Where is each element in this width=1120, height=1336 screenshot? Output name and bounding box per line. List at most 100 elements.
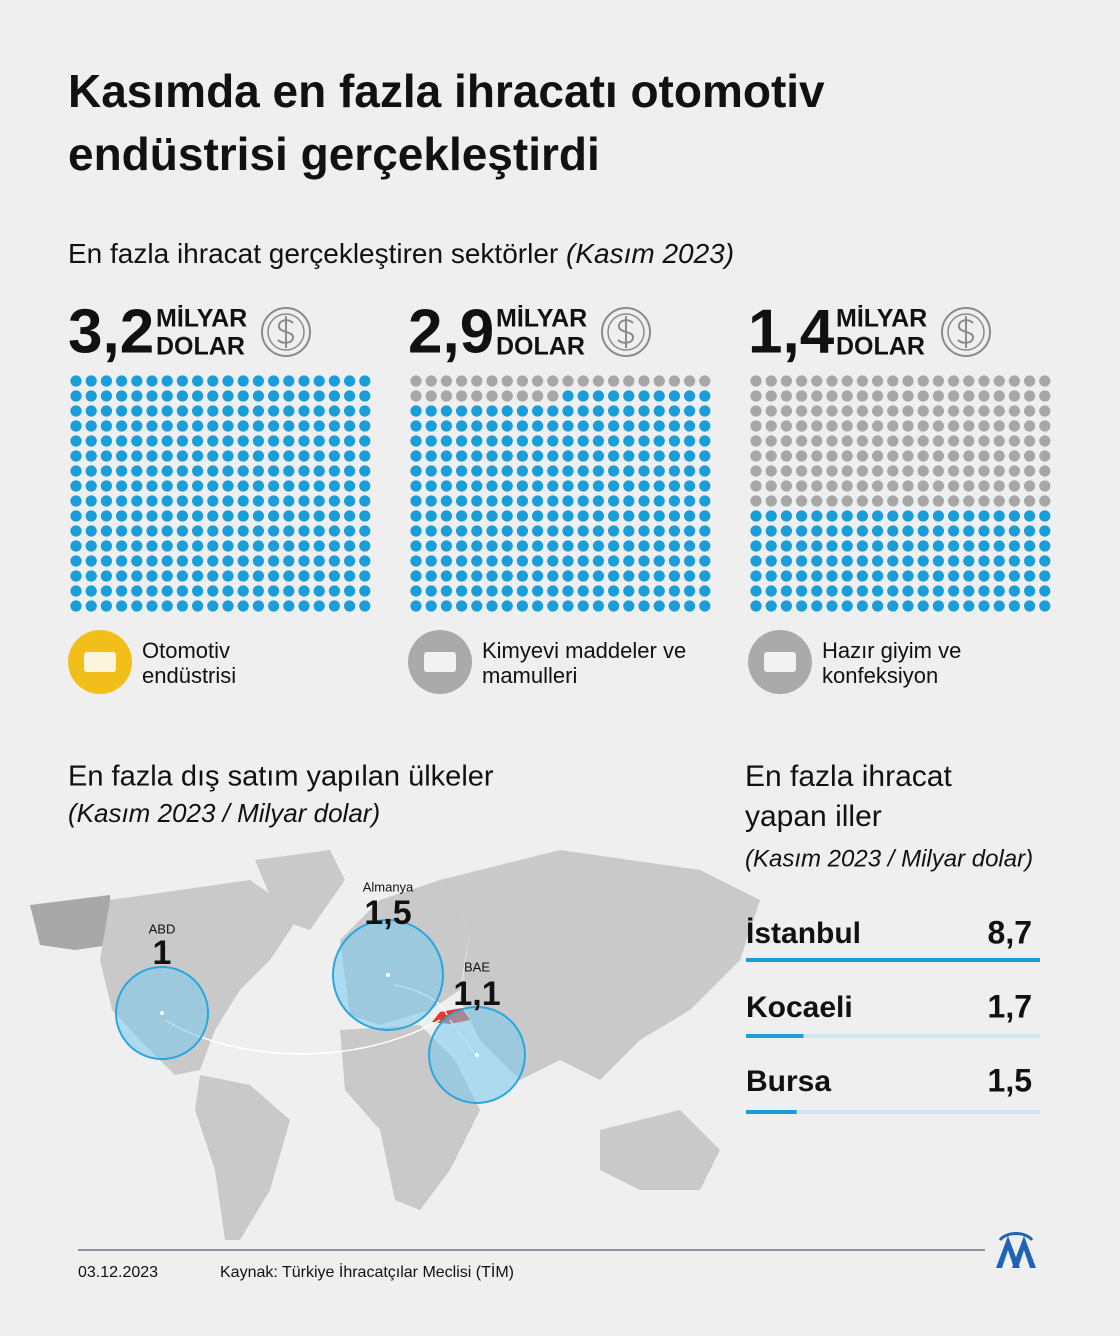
dot-filled — [592, 570, 605, 582]
dot-filled — [146, 555, 158, 567]
dot-filled — [978, 540, 990, 552]
dot-filled — [161, 510, 173, 522]
dot-empty — [887, 495, 899, 507]
dot-filled — [192, 510, 204, 522]
dot-filled — [131, 420, 143, 432]
dot-empty — [826, 420, 838, 432]
dot-filled — [993, 540, 1005, 552]
dot-filled — [70, 390, 82, 402]
dot-filled — [1008, 570, 1021, 582]
dot-filled — [161, 525, 173, 537]
dot-empty — [872, 495, 884, 507]
dot-filled — [70, 450, 82, 462]
dot-empty — [872, 435, 884, 447]
dot-empty — [1008, 495, 1021, 507]
dot-filled — [131, 570, 143, 582]
dot-filled — [841, 555, 853, 567]
dot-filled — [623, 510, 635, 522]
dot-filled — [425, 570, 437, 582]
dot-filled — [146, 465, 158, 477]
dot-filled — [70, 480, 82, 492]
dot-filled — [684, 510, 696, 522]
dot-filled — [653, 495, 665, 507]
dot-empty — [826, 480, 838, 492]
dot-filled — [328, 450, 340, 462]
dot-filled — [516, 555, 529, 567]
dot-filled — [668, 555, 681, 567]
dot-empty — [993, 420, 1005, 432]
dollar-icon — [941, 307, 991, 357]
dot-filled — [100, 540, 112, 552]
dot-filled — [684, 435, 696, 447]
dot-filled — [328, 525, 340, 537]
dot-empty — [856, 450, 869, 462]
dot-filled — [532, 480, 544, 492]
dot-filled — [425, 540, 437, 552]
dot-filled — [486, 405, 498, 417]
dot-empty — [902, 495, 914, 507]
dot-filled — [841, 570, 853, 582]
dot-empty — [516, 390, 529, 402]
dot-filled — [359, 555, 371, 567]
dot-filled — [252, 585, 264, 597]
dot-empty — [486, 390, 498, 402]
dot-empty — [963, 480, 975, 492]
dot-filled — [268, 375, 280, 387]
dot-empty — [948, 435, 960, 447]
dot-filled — [283, 570, 295, 582]
dot-filled — [623, 585, 635, 597]
dot-filled — [70, 525, 82, 537]
dot-empty — [917, 390, 929, 402]
dot-filled — [638, 405, 650, 417]
dot-filled — [237, 420, 249, 432]
dot-filled — [313, 435, 325, 447]
dot-filled — [668, 600, 681, 612]
south-america — [195, 1075, 290, 1240]
dot-empty — [856, 405, 869, 417]
dot-filled — [207, 465, 219, 477]
dot-empty — [699, 375, 711, 387]
dot-filled — [85, 570, 97, 582]
dot-filled — [252, 495, 264, 507]
sector-icon-glyph — [84, 652, 116, 672]
dot-empty — [963, 390, 975, 402]
dot-filled — [668, 465, 681, 477]
dot-empty — [796, 405, 808, 417]
dot-filled — [298, 450, 310, 462]
dot-empty — [872, 450, 884, 462]
dot-empty — [623, 375, 635, 387]
dot-empty — [684, 375, 696, 387]
dot-filled — [608, 570, 620, 582]
dot-empty — [547, 390, 559, 402]
dot-filled — [298, 540, 310, 552]
dot-empty — [765, 450, 777, 462]
dot-filled — [547, 450, 559, 462]
sector-label: endüstrisi — [142, 663, 236, 688]
dot-filled — [623, 540, 635, 552]
dot-filled — [192, 585, 204, 597]
dot-filled — [471, 450, 483, 462]
dot-empty — [856, 495, 869, 507]
dot-filled — [562, 510, 574, 522]
dot-filled — [623, 570, 635, 582]
dot-filled — [85, 450, 97, 462]
dot-filled — [699, 570, 711, 582]
dot-filled — [547, 465, 559, 477]
dollar-icon — [601, 307, 651, 357]
dot-filled — [359, 540, 371, 552]
dot-filled — [562, 450, 574, 462]
dot-filled — [328, 585, 340, 597]
dot-filled — [471, 405, 483, 417]
dot-filled — [283, 465, 295, 477]
dot-filled — [684, 525, 696, 537]
dot-filled — [532, 495, 544, 507]
dot-filled — [146, 375, 158, 387]
dot-filled — [887, 510, 899, 522]
dot-filled — [623, 525, 635, 537]
dot-filled — [359, 510, 371, 522]
dot-filled — [313, 600, 325, 612]
dot-filled — [577, 555, 589, 567]
dot-filled — [811, 555, 823, 567]
dot-filled — [471, 555, 483, 567]
dot-empty — [963, 405, 975, 417]
